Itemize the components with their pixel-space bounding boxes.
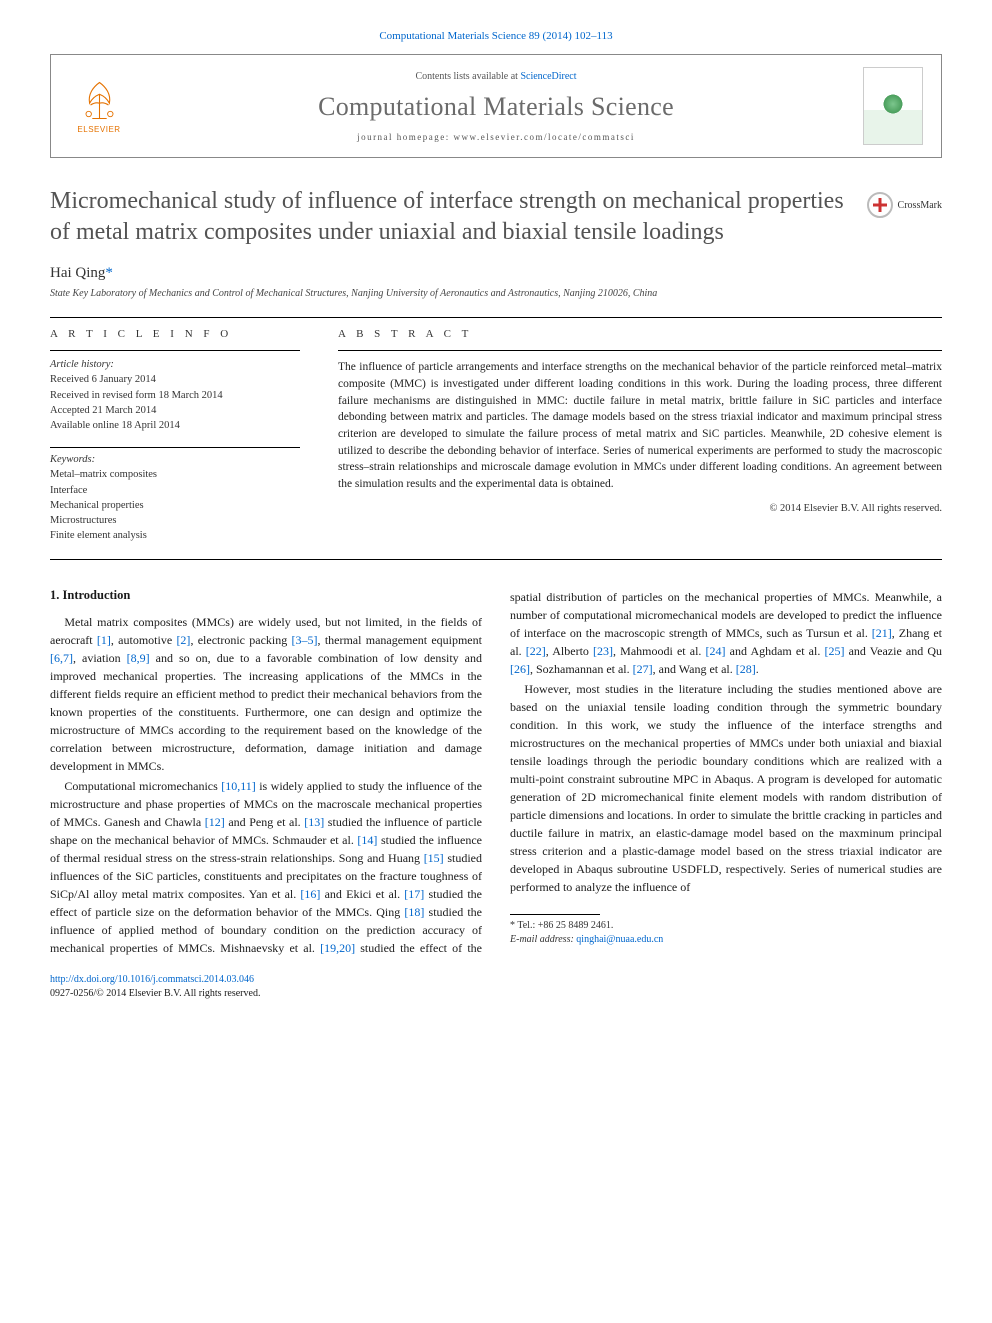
citation-link[interactable]: [14]	[357, 833, 377, 847]
elsevier-tree-icon	[77, 78, 122, 123]
header-box: ELSEVIER Contents lists available at Sci…	[50, 54, 942, 158]
journal-ref: Computational Materials Science 89 (2014…	[50, 30, 942, 42]
citation-link[interactable]: [24]	[706, 644, 726, 658]
citation-link[interactable]: [26]	[510, 662, 530, 676]
keywords-label: Keywords:	[50, 454, 300, 465]
citation-link[interactable]: [2]	[176, 633, 190, 647]
homepage-prefix: journal homepage:	[357, 132, 453, 142]
page-container: Computational Materials Science 89 (2014…	[0, 0, 992, 1041]
keywords-block: Keywords: Metal–matrix composites Interf…	[50, 447, 300, 543]
keyword: Finite element analysis	[50, 528, 300, 543]
footer-block: http://dx.doi.org/10.1016/j.commatsci.20…	[50, 973, 942, 1001]
footnote-email: E-mail address: qinghai@nuaa.edu.cn	[510, 933, 942, 947]
citation-link[interactable]: [10,11]	[221, 779, 256, 793]
citation-link[interactable]: [15]	[424, 851, 444, 865]
elsevier-logo: ELSEVIER	[69, 71, 129, 141]
footnote-rule	[510, 914, 600, 915]
title-row: Micromechanical study of influence of in…	[50, 186, 942, 247]
body-paragraph: Metal matrix composites (MMCs) are widel…	[50, 613, 482, 775]
history-line: Received in revised form 18 March 2014	[50, 388, 300, 403]
body-columns: 1. Introduction Metal matrix composites …	[50, 588, 942, 957]
citation-link[interactable]: [1]	[97, 633, 111, 647]
citation-link[interactable]: [8,9]	[127, 651, 150, 665]
meta-row: A R T I C L E I N F O Article history: R…	[50, 328, 942, 543]
doi-link[interactable]: http://dx.doi.org/10.1016/j.commatsci.20…	[50, 974, 254, 985]
contents-line: Contents lists available at ScienceDirec…	[129, 71, 863, 82]
article-title: Micromechanical study of influence of in…	[50, 186, 853, 247]
citation-link[interactable]: [13]	[304, 815, 324, 829]
footnote-email-label: E-mail address:	[510, 934, 576, 945]
abstract-heading: A B S T R A C T	[338, 328, 942, 340]
author-name: Hai Qing	[50, 265, 105, 281]
rule-top	[50, 317, 942, 318]
citation-link[interactable]: [6,7]	[50, 651, 73, 665]
citation-link[interactable]: [19,20]	[320, 941, 355, 955]
abstract-col: A B S T R A C T The influence of particl…	[338, 328, 942, 543]
rule-info	[50, 350, 300, 351]
keyword: Metal–matrix composites	[50, 467, 300, 482]
footnote-email-link[interactable]: qinghai@nuaa.edu.cn	[576, 934, 663, 945]
footnote-tel-label: * Tel.:	[510, 920, 538, 931]
crossmark-badge[interactable]: CrossMark	[867, 186, 942, 218]
citation-link[interactable]: [27]	[633, 662, 653, 676]
footnote-tel-value: +86 25 8489 2461.	[538, 920, 614, 931]
author-line: Hai Qing*	[50, 265, 942, 282]
sciencedirect-link[interactable]: ScienceDirect	[520, 71, 576, 82]
citation-link[interactable]: [16]	[300, 887, 320, 901]
citation-link[interactable]: [21]	[872, 626, 892, 640]
homepage-line: journal homepage: www.elsevier.com/locat…	[129, 132, 863, 142]
history-label: Article history:	[50, 359, 300, 370]
keyword: Interface	[50, 483, 300, 498]
citation-link[interactable]: [28]	[736, 662, 756, 676]
affiliation: State Key Laboratory of Mechanics and Co…	[50, 288, 942, 299]
abstract-text: The influence of particle arrangements a…	[338, 359, 942, 492]
homepage-url: www.elsevier.com/locate/commatsci	[454, 132, 635, 142]
copyright-line: © 2014 Elsevier B.V. All rights reserved…	[338, 503, 942, 514]
citation-link[interactable]: [3–5]	[292, 633, 318, 647]
citation-link[interactable]: [23]	[593, 644, 613, 658]
crossmark-icon	[867, 192, 893, 218]
citation-link[interactable]: [18]	[404, 905, 424, 919]
crossmark-label: CrossMark	[898, 200, 942, 211]
rule-bottom	[50, 559, 942, 560]
journal-cover-thumb	[863, 67, 923, 145]
history-line: Accepted 21 March 2014	[50, 403, 300, 418]
corresponding-mark: *	[105, 265, 113, 281]
section-heading-intro: 1. Introduction	[50, 588, 482, 603]
header-center: Contents lists available at ScienceDirec…	[129, 71, 863, 142]
history-line: Received 6 January 2014	[50, 372, 300, 387]
elsevier-label: ELSEVIER	[77, 125, 120, 134]
rule-abs	[338, 350, 942, 351]
keyword: Microstructures	[50, 513, 300, 528]
journal-name: Computational Materials Science	[129, 92, 863, 122]
citation-link[interactable]: [25]	[824, 644, 844, 658]
citation-link[interactable]: [17]	[404, 887, 424, 901]
issn-line: 0927-0256/© 2014 Elsevier B.V. All right…	[50, 988, 260, 999]
rule-kw	[50, 447, 300, 448]
citation-link[interactable]: [22]	[526, 644, 546, 658]
footnote-tel: * Tel.: +86 25 8489 2461.	[510, 919, 942, 933]
contents-prefix: Contents lists available at	[415, 71, 520, 82]
keyword: Mechanical properties	[50, 498, 300, 513]
article-info-heading: A R T I C L E I N F O	[50, 328, 300, 340]
citation-link[interactable]: [12]	[205, 815, 225, 829]
article-info-col: A R T I C L E I N F O Article history: R…	[50, 328, 300, 543]
body-paragraph: However, most studies in the literature …	[510, 680, 942, 896]
history-line: Available online 18 April 2014	[50, 418, 300, 433]
